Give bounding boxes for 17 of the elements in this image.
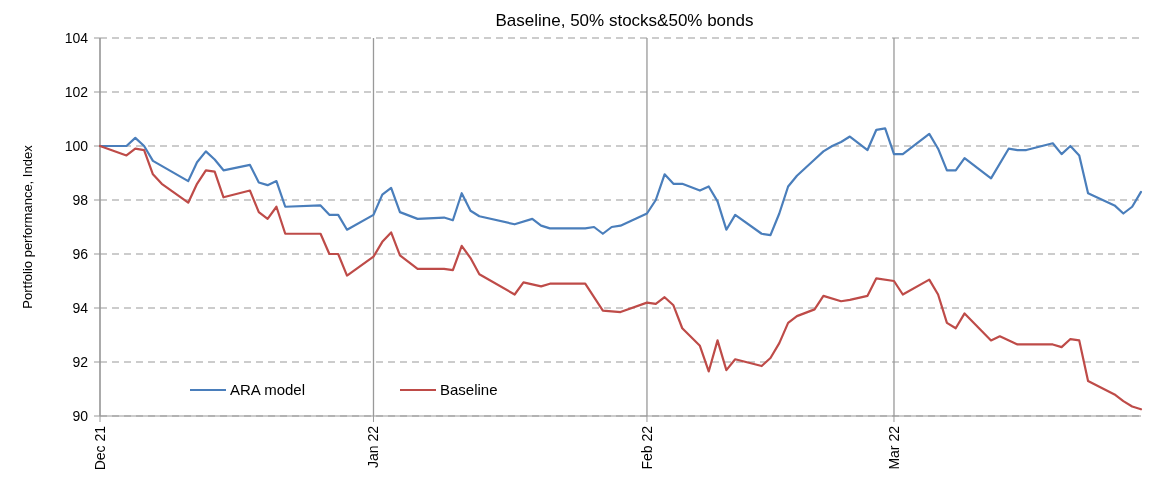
line-series	[98, 144, 1143, 411]
y-axis-title: Portfolio performance, Index	[20, 144, 35, 309]
legend-label: Baseline	[440, 381, 498, 398]
y-tick-label: 98	[72, 192, 89, 208]
y-tick-label: 96	[72, 246, 89, 262]
y-tick-label: 94	[72, 300, 89, 316]
y-tick-label: 90	[72, 408, 89, 424]
x-tick-label: Mar 22	[885, 425, 902, 470]
y-tick-label: 100	[64, 138, 89, 154]
y-tick-label: 92	[72, 354, 89, 370]
x-tick-label: Dec 21	[92, 425, 108, 471]
y-tick-label: 104	[64, 30, 89, 46]
x-tick-label: Feb 22	[638, 425, 655, 470]
x-tick-label: Jan 22	[365, 425, 382, 469]
y-tick-label: 102	[64, 84, 89, 100]
chart-title: Baseline, 50% stocks&50% bonds	[495, 11, 754, 30]
legend-label: ARA model	[230, 381, 306, 398]
